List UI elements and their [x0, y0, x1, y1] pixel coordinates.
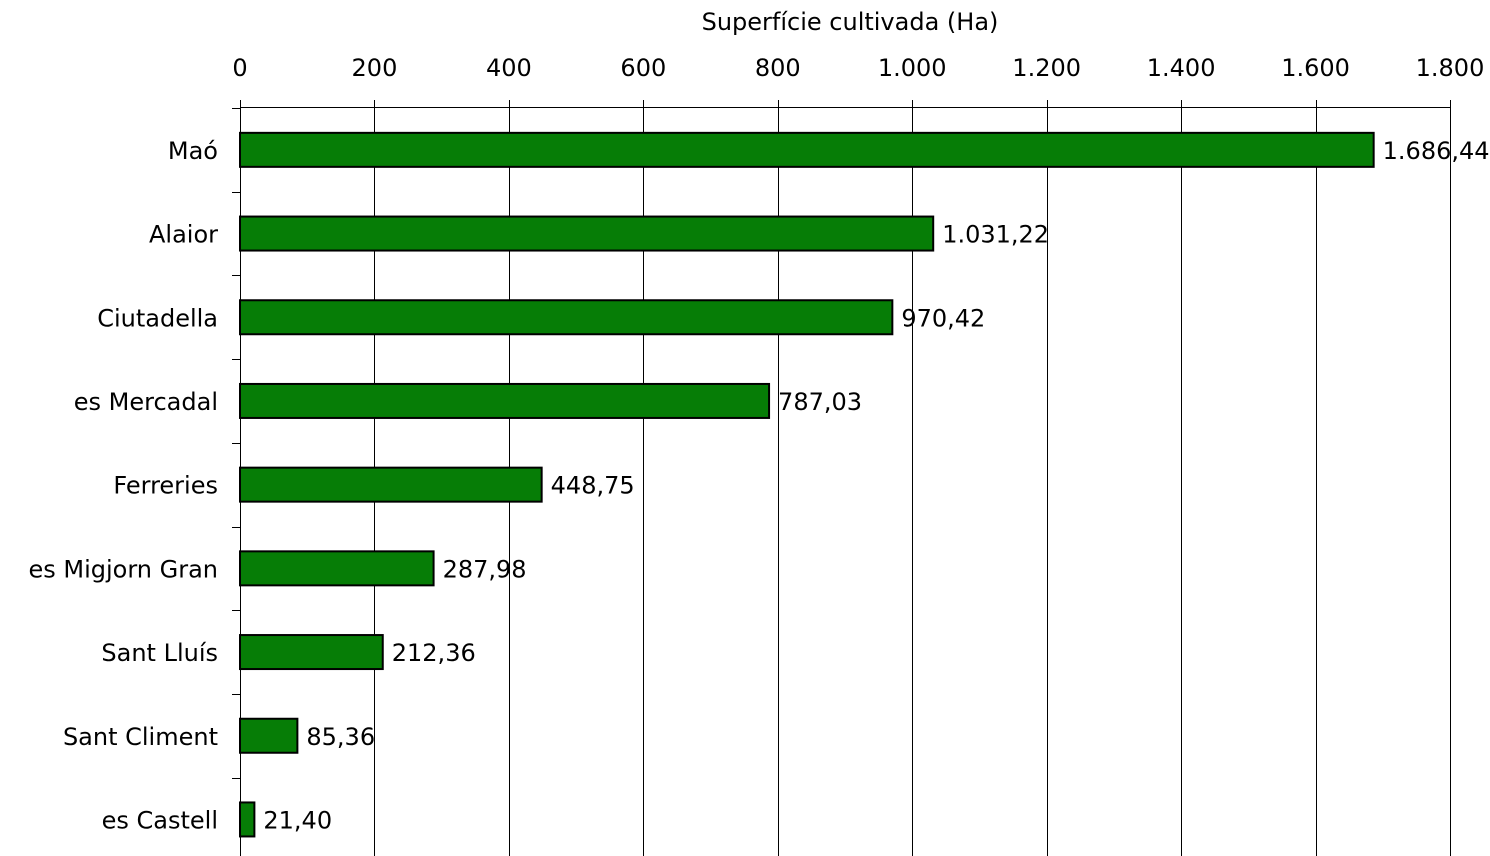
data-label: 212,36: [392, 639, 476, 667]
x-tick-label: 1.400: [1147, 54, 1216, 82]
bars: [239, 131, 1375, 838]
bar: [239, 550, 435, 587]
data-label: 1.686,44: [1383, 137, 1490, 165]
data-labels: 1.686,44 1.031,22 970,42 787,03 448,75 287,98…: [263, 137, 1489, 835]
bar: [239, 382, 771, 419]
x-tick-label: 600: [620, 54, 666, 82]
x-tick-label: 1.800: [1416, 54, 1485, 82]
x-tick-label: 1.000: [878, 54, 947, 82]
data-label: 287,98: [443, 555, 527, 583]
data-label: 21,40: [263, 806, 332, 834]
bar: [239, 215, 935, 252]
bar: [239, 466, 543, 503]
x-tick-label: 800: [755, 54, 801, 82]
category-label: Sant Climent: [63, 723, 218, 751]
x-tick-label: 1.600: [1281, 54, 1350, 82]
x-tick-label: 0: [232, 54, 247, 82]
data-label: 787,03: [778, 388, 862, 416]
category-label: Alaior: [149, 221, 218, 249]
category-label: Ciutadella: [97, 304, 218, 332]
category-label: es Mercadal: [74, 388, 218, 416]
bar: [239, 131, 1375, 168]
category-label: es Castell: [102, 806, 218, 834]
category-label: Sant Lluís: [101, 639, 218, 667]
x-tick-label: 200: [352, 54, 398, 82]
bar: [239, 634, 384, 671]
x-axis-ticks: 0 200 400 600 800 1.000 1.200 1.400 1.600 1.800: [232, 54, 1484, 82]
bar: [239, 717, 299, 754]
category-label: es Migjorn Gran: [28, 555, 218, 583]
x-tick-label: 400: [486, 54, 532, 82]
category-label: Maó: [168, 137, 218, 165]
bar: [239, 299, 894, 336]
category-labels: Maó Alaior Ciutadella es Mercadal Ferreries e…: [28, 137, 218, 835]
x-tick-label: 1.200: [1012, 54, 1081, 82]
bar: [239, 801, 256, 838]
data-label: 85,36: [306, 723, 375, 751]
data-label: 448,75: [551, 472, 635, 500]
category-label: Ferreries: [113, 472, 218, 500]
data-label: 1.031,22: [942, 221, 1049, 249]
data-label: 970,42: [901, 304, 985, 332]
x-axis-title: Superfície cultivada (Ha): [702, 8, 999, 36]
